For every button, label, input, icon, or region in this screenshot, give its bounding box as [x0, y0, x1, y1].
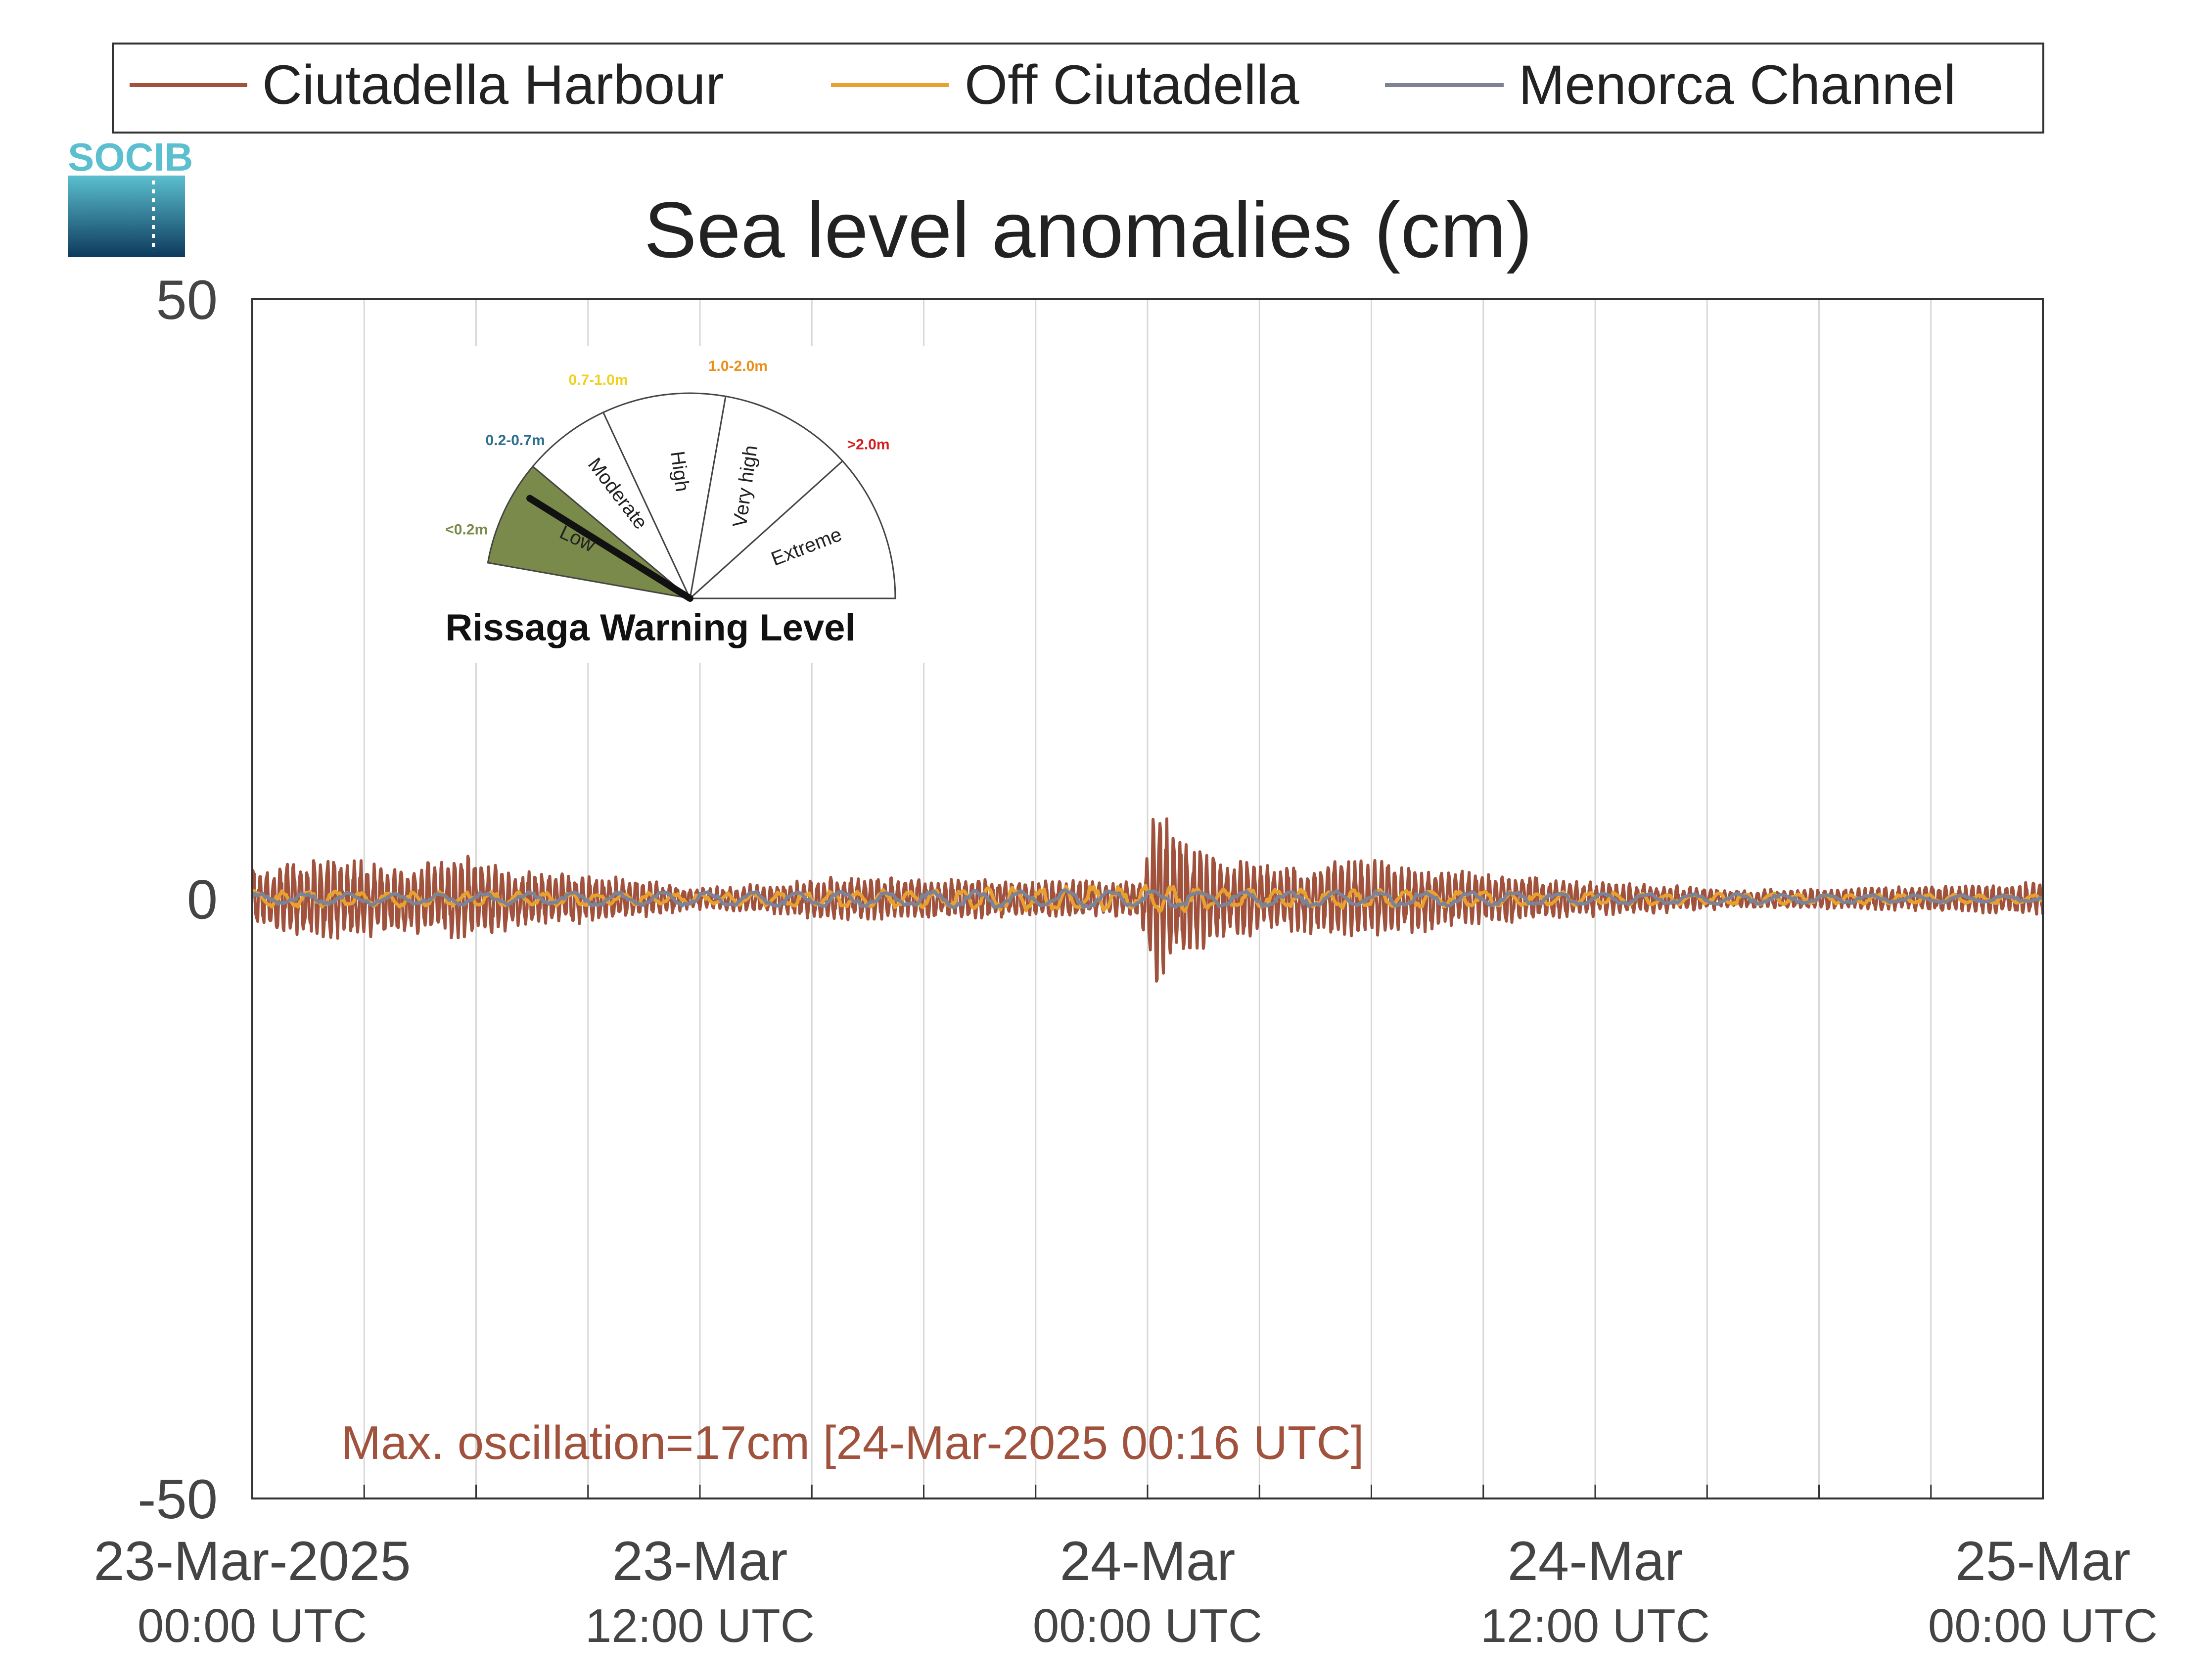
y-ticks: 50 0 -50	[138, 269, 218, 1530]
x-tick-time-label: 00:00 UTC	[1033, 1599, 1262, 1652]
chart-title: Sea level anomalies (cm)	[644, 185, 1532, 274]
y-tick-label: 50	[156, 269, 218, 331]
rissaga-warning-gauge: Low<0.2m Moderate0.2-0.7mHigh0.7-1.0mVery…	[396, 346, 930, 663]
x-tick-time-label: 00:00 UTC	[138, 1599, 367, 1652]
logo-text: SOCIB	[68, 135, 193, 179]
gauge-sector-extreme	[688, 460, 896, 599]
legend: Ciutadella Harbour Off Ciutadella Menorc…	[112, 43, 2044, 134]
x-tick-date-label: 24-Mar	[1060, 1530, 1236, 1592]
logo-wave-block	[68, 176, 185, 257]
gauge-needle	[526, 495, 693, 602]
series-line-menorca-channel	[251, 888, 2043, 909]
gauge-sector-high	[602, 392, 727, 601]
y-tick-label: -50	[138, 1468, 218, 1530]
x-tick-date-label: 24-Mar	[1508, 1530, 1683, 1592]
legend-box	[112, 43, 2044, 134]
gauge-title: Rissaga Warning Level	[445, 607, 855, 649]
gauge-sector-moderate	[531, 411, 691, 599]
gauge-sector-very-high	[689, 395, 844, 601]
plot-area: 50 0 -50 23-Mar-2025 00:00 UTC 23-Mar 12:00 U…	[93, 269, 2158, 1652]
gauge-range-label: <0.2m	[445, 522, 488, 538]
gauge-range-label: 0.2-0.7m	[486, 432, 545, 449]
x-ticks: 23-Mar-2025 00:00 UTC 23-Mar 12:00 UTC 24-Ma…	[93, 1530, 2158, 1652]
gauge-range-label: 1.0-2.0m	[708, 358, 768, 374]
legend-label-ciutadella-harbour: Ciutadella Harbour	[262, 54, 724, 116]
x-tick-date-label: 23-Mar-2025	[93, 1530, 411, 1592]
gauge-range-label: >2.0m	[847, 437, 890, 453]
x-tick-time-label: 12:00 UTC	[585, 1599, 815, 1652]
legend-label-off-ciutadella: Off Ciutadella	[965, 54, 1299, 116]
plot-frame	[251, 298, 2044, 1499]
y-tick-label: 0	[187, 869, 218, 931]
gauge-range-label: 0.7-1.0m	[568, 372, 628, 388]
series-layer	[250, 817, 2044, 983]
x-tick-date-label: 25-Mar	[1955, 1530, 2131, 1592]
gauge-level-label: High	[666, 450, 693, 493]
socib-logo: SOCIB	[68, 135, 193, 257]
legend-label-menorca-channel: Menorca Channel	[1519, 54, 1956, 116]
x-tick-date-label: 23-Mar	[612, 1530, 788, 1592]
max-oscillation-annotation: Max. oscillation=17cm [24-Mar-2025 00:16…	[341, 1416, 1364, 1469]
x-tick-time-label: 00:00 UTC	[1928, 1599, 2158, 1652]
x-tick-time-label: 12:00 UTC	[1480, 1599, 1710, 1652]
